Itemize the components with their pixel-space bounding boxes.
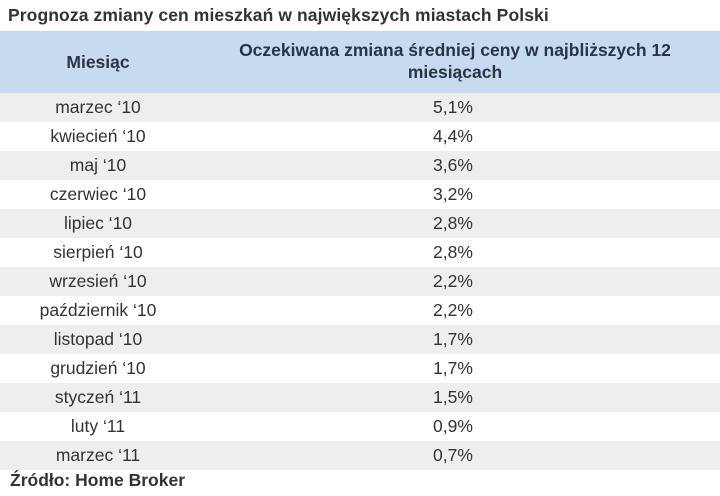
table-title: Prognoza zmiany cen mieszkań w największ…	[8, 5, 549, 25]
table-row: listopad ‘10 1,7%	[0, 325, 720, 354]
cell-value: 3,6%	[433, 155, 473, 175]
table-row: marzec ‘10 5,1%	[0, 93, 720, 122]
cell-month: luty ‘11	[70, 416, 126, 436]
column-header-value: Oczekiwana zmiana średniej ceny w najbli…	[196, 31, 720, 93]
table-row: luty ‘11 0,9%	[0, 412, 720, 441]
cell-value: 2,8%	[433, 213, 473, 233]
cell-month: maj ‘10	[69, 155, 127, 175]
table-row: czerwiec ‘10 3,2%	[0, 180, 720, 209]
table-row: lipiec ‘10 2,8%	[0, 209, 720, 238]
table-row: marzec ‘11 0,7%	[0, 441, 720, 470]
cell-value: 3,2%	[433, 184, 473, 204]
table-row: grudzień ‘10 1,7%	[0, 354, 720, 383]
table-row: kwiecień ‘10 4,4%	[0, 122, 720, 151]
cell-month: lipiec ‘10	[63, 213, 133, 233]
table-row: maj ‘10 3,6%	[0, 151, 720, 180]
cell-month: styczeń ‘11	[54, 387, 142, 407]
column-header-value-label: Oczekiwana zmiana średniej ceny w najbli…	[239, 40, 671, 82]
cell-month: kwiecień ‘10	[50, 126, 146, 146]
cell-month: wrzesień ‘10	[49, 271, 147, 291]
cell-month: październik ‘10	[39, 300, 157, 320]
cell-month: czerwiec ‘10	[49, 184, 147, 204]
cell-value: 1,7%	[433, 358, 473, 378]
cell-value: 1,5%	[433, 387, 473, 407]
table-row: styczeń ‘11 1,5%	[0, 383, 720, 412]
cell-value: 0,7%	[433, 445, 473, 465]
table-row: wrzesień ‘10 2,2%	[0, 267, 720, 296]
cell-month: marzec ‘11	[55, 445, 141, 465]
cell-value: 4,4%	[433, 126, 473, 146]
cell-value: 2,2%	[433, 271, 473, 291]
table-header: Miesiąc Oczekiwana zmiana średniej ceny …	[0, 31, 720, 93]
source-note: Źródło: Home Broker	[10, 470, 186, 490]
cell-value: 2,8%	[433, 242, 473, 262]
column-header-month: Miesiąc	[66, 51, 130, 72]
cell-value: 2,2%	[433, 300, 473, 320]
forecast-table: Miesiąc Oczekiwana zmiana średniej ceny …	[0, 31, 720, 470]
cell-month: marzec ‘10	[55, 97, 141, 117]
cell-month: sierpień ‘10	[53, 242, 143, 262]
cell-value: 5,1%	[433, 97, 473, 117]
cell-value: 0,9%	[433, 416, 473, 436]
table-row: październik ‘10 2,2%	[0, 296, 720, 325]
table-row: sierpień ‘10 2,8%	[0, 238, 720, 267]
cell-month: grudzień ‘10	[50, 358, 146, 378]
cell-month: listopad ‘10	[53, 329, 143, 349]
cell-value: 1,7%	[433, 329, 473, 349]
